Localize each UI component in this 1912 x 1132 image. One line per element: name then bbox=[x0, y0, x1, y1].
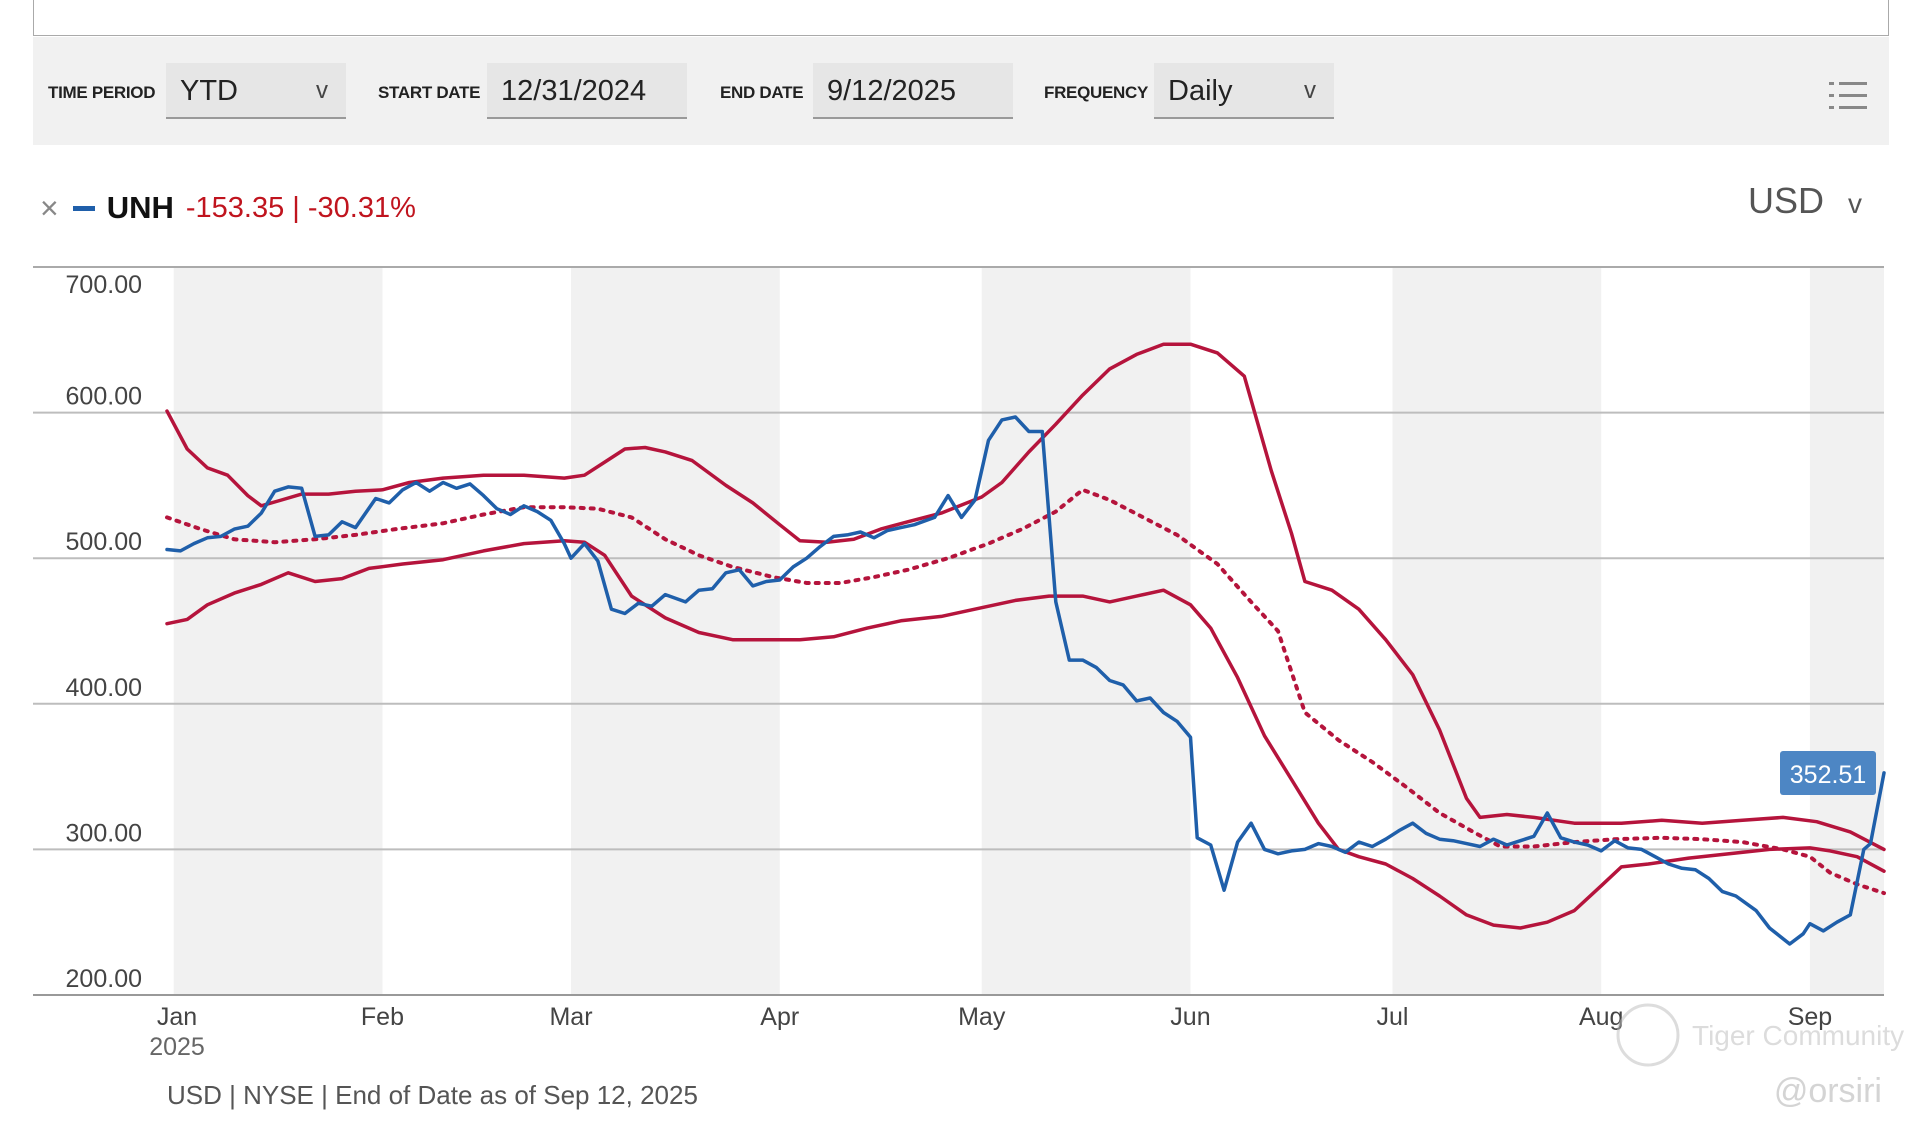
y-tick-label: 200.00 bbox=[66, 965, 142, 993]
month-band bbox=[1392, 267, 1602, 995]
y-tick-label: 700.00 bbox=[66, 271, 142, 299]
x-tick-label: Jul bbox=[1376, 1003, 1408, 1031]
time-period-label: TIME PERIOD bbox=[48, 83, 156, 102]
x-tick-label: Jun bbox=[1170, 1003, 1210, 1031]
x-tick-year-label: 2025 bbox=[149, 1033, 205, 1061]
series-ticker: UNH bbox=[106, 190, 174, 225]
y-tick-label: 400.00 bbox=[66, 674, 142, 702]
series-swatch bbox=[72, 205, 95, 211]
x-tick-label: Jan bbox=[157, 1003, 197, 1031]
month-band bbox=[1809, 267, 1884, 995]
x-tick-label: Mar bbox=[549, 1003, 592, 1031]
chart-controls-toolbar: TIME PERIOD YTD v START DATE 12/31/2024 … bbox=[33, 37, 1889, 145]
middle-band-line bbox=[165, 487, 1886, 896]
last-value-label: 352.51 bbox=[1790, 761, 1866, 789]
lower-band-line bbox=[165, 538, 1886, 930]
y-tick-label: 300.00 bbox=[66, 819, 142, 847]
chevron-down-icon: v bbox=[1848, 188, 1862, 219]
series-legend: × UNH -153.35 | -30.31% bbox=[40, 188, 416, 228]
y-tick-label: 500.00 bbox=[66, 528, 142, 556]
series-change: -153.35 | -30.31% bbox=[185, 191, 416, 224]
chevron-down-icon: v bbox=[316, 77, 328, 104]
author-handle: @orsiri bbox=[1773, 1072, 1882, 1110]
time-period-value: YTD bbox=[180, 75, 238, 107]
frequency-select[interactable]: Daily v bbox=[1154, 63, 1334, 119]
top-panel-frame bbox=[33, 0, 1889, 36]
y-tick-label: 600.00 bbox=[66, 383, 142, 411]
watermark-text: Tiger Community bbox=[1692, 1020, 1904, 1051]
month-band bbox=[571, 267, 780, 995]
end-date-label: END DATE bbox=[720, 83, 804, 102]
chart-footnote: USD | NYSE | End of Date as of Sep 12, 2… bbox=[167, 1080, 698, 1110]
start-date-value: 12/31/2024 bbox=[501, 75, 647, 107]
x-tick-label: Feb bbox=[361, 1003, 404, 1031]
month-band bbox=[981, 267, 1191, 995]
currency-select[interactable]: USD v bbox=[1748, 180, 1862, 222]
list-menu-icon[interactable] bbox=[1829, 79, 1867, 113]
chevron-down-icon: v bbox=[1304, 77, 1316, 104]
month-band bbox=[173, 267, 383, 995]
x-tick-label: Aug bbox=[1579, 1003, 1623, 1031]
frequency-label: FREQUENCY bbox=[1044, 83, 1149, 102]
tiger-logo-icon bbox=[1616, 1003, 1680, 1067]
currency-value: USD bbox=[1747, 180, 1824, 221]
last-value-tag bbox=[1780, 750, 1876, 795]
end-date-value: 9/12/2025 bbox=[827, 75, 957, 107]
frequency-value: Daily bbox=[1168, 75, 1233, 107]
x-tick-label: May bbox=[958, 1003, 1006, 1031]
start-date-label: START DATE bbox=[378, 83, 481, 102]
watermark-logo: Tiger Community bbox=[1616, 1003, 1904, 1067]
remove-series-icon[interactable]: × bbox=[40, 190, 59, 226]
x-tick-label: Sep bbox=[1788, 1003, 1832, 1031]
x-tick-label: Apr bbox=[760, 1003, 799, 1031]
end-date-input[interactable]: 9/12/2025 bbox=[813, 63, 1013, 119]
time-period-select[interactable]: YTD v bbox=[166, 63, 346, 119]
price-line bbox=[165, 415, 1886, 946]
upper-band-line bbox=[165, 342, 1886, 852]
start-date-input[interactable]: 12/31/2024 bbox=[487, 63, 687, 119]
